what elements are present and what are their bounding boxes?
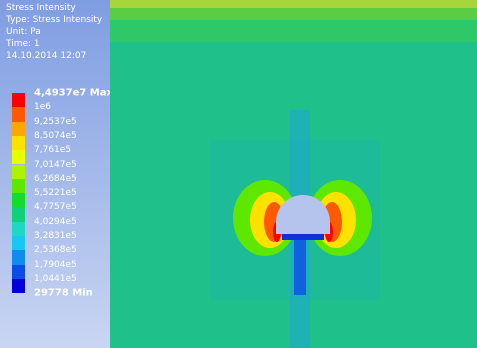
band bbox=[110, 20, 477, 42]
header-line: 14.10.2014 12:07 bbox=[6, 51, 87, 61]
legend-swatch bbox=[12, 150, 25, 165]
legend-label: 2,5368e5 bbox=[34, 245, 77, 256]
legend-label: 7,761e5 bbox=[34, 145, 72, 156]
band bbox=[110, 8, 477, 20]
legend-label: 7,0147e5 bbox=[34, 159, 77, 170]
legend-swatch bbox=[12, 135, 25, 151]
header-line: Type: Stress Intensity bbox=[6, 15, 103, 25]
legend-label: 5,5221e5 bbox=[34, 188, 77, 199]
legend-swatch bbox=[12, 107, 25, 122]
legend-label: 8,5074e5 bbox=[34, 130, 77, 141]
legend-label: 1e6 bbox=[34, 102, 51, 113]
legend-label: 4,4937e7 Max bbox=[34, 87, 113, 99]
header-line: Stress Intensity bbox=[6, 3, 76, 13]
legend-label: 9,2537e5 bbox=[34, 116, 77, 127]
legend-swatch bbox=[12, 193, 25, 208]
legend-label: 4,0294e5 bbox=[34, 216, 77, 227]
zone bbox=[282, 234, 324, 240]
tunnel bbox=[276, 195, 330, 234]
contour-plot bbox=[110, 0, 477, 348]
legend-label: 4,7757e5 bbox=[34, 202, 77, 213]
legend-label: 3,2831e5 bbox=[34, 231, 77, 241]
legend-swatch bbox=[12, 264, 25, 279]
legend-swatch bbox=[12, 178, 25, 194]
legend-label: 29778 Min bbox=[34, 287, 93, 299]
band bbox=[110, 0, 477, 8]
legend-swatch bbox=[12, 278, 25, 294]
zone bbox=[294, 235, 306, 295]
legend-swatch bbox=[12, 121, 25, 136]
legend-label: 6,2684e5 bbox=[34, 173, 77, 184]
legend-label: 1,0441e5 bbox=[34, 273, 77, 284]
legend-swatch bbox=[12, 164, 25, 179]
legend-swatch bbox=[12, 221, 25, 236]
legend-label: 1,7904e5 bbox=[34, 259, 77, 270]
legend-swatch bbox=[12, 250, 25, 265]
legend-swatch bbox=[12, 236, 25, 251]
legend-swatch bbox=[12, 207, 25, 222]
legend-panel: Stress Intensity Type: Stress Intensity Un… bbox=[0, 0, 113, 348]
header-line: Time: 1 bbox=[6, 39, 40, 49]
header-line: Unit: Pa bbox=[6, 27, 41, 37]
legend-swatch bbox=[12, 93, 25, 108]
